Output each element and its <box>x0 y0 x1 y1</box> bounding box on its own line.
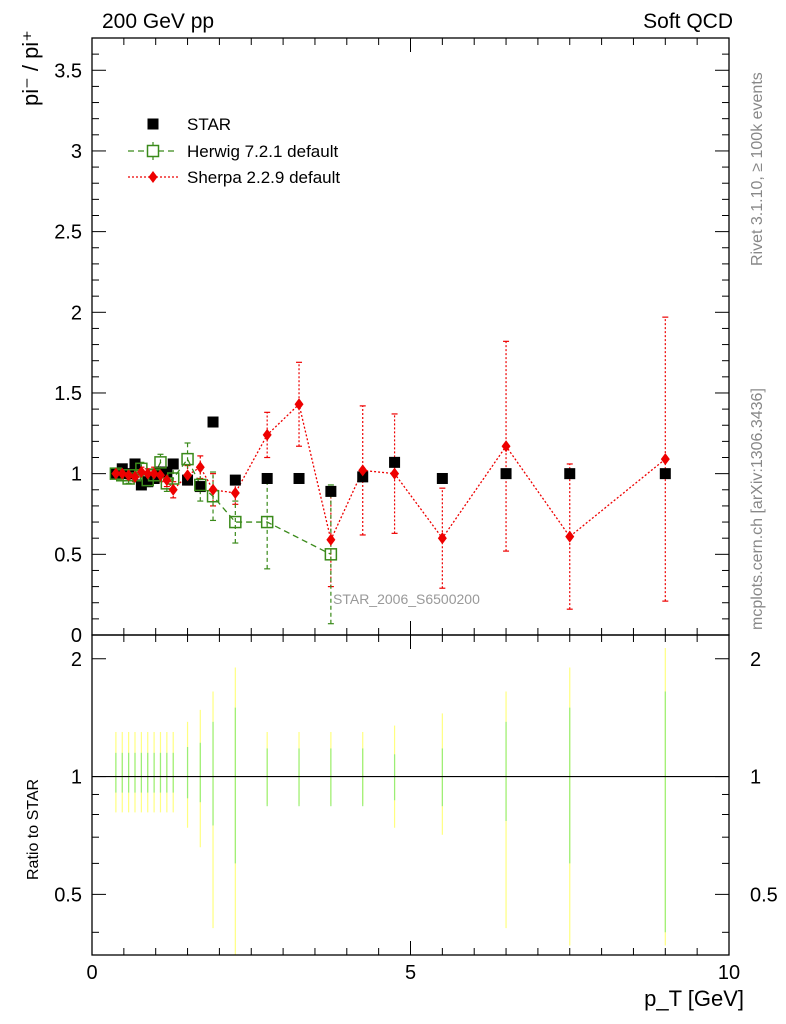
y-tick-label: 0 <box>71 625 82 647</box>
herwig-point <box>181 452 194 466</box>
sherpa-point <box>262 428 272 441</box>
y-tick-label-left: 0.5 <box>54 884 82 906</box>
herwig-point <box>229 515 242 529</box>
star-point <box>167 458 179 470</box>
y-tick-label-right: 1 <box>750 767 761 789</box>
herwig-point <box>154 456 167 469</box>
legend-herwig-marker <box>146 144 160 158</box>
star-point <box>500 468 512 480</box>
side-label-mcplots: mcplots.cern.ch [arXiv:1306.3436] <box>749 388 766 630</box>
star-point <box>261 472 273 484</box>
sherpa-point <box>437 532 447 545</box>
legend-label: Sherpa 2.2.9 default <box>187 168 340 187</box>
y-tick-label: 2.5 <box>54 222 82 244</box>
sherpa-line <box>115 403 666 542</box>
x-tick-label: 5 <box>405 962 416 984</box>
y-tick-label-right: 2 <box>750 649 761 671</box>
sherpa-point <box>155 469 165 482</box>
header-right: Soft QCD <box>643 10 733 33</box>
sherpa-point <box>111 467 121 480</box>
sherpa-point <box>117 467 127 480</box>
y-tick-label-left: 2 <box>71 649 82 671</box>
main-panel: 0 0.5 1 1.5 2 2.5 3 3.5 <box>54 37 730 649</box>
side-label-rivet: Rivet 3.1.10, ≥ 100k events <box>749 72 766 266</box>
sherpa-point <box>136 466 146 479</box>
star-point <box>436 472 448 484</box>
sherpa-point <box>168 483 178 496</box>
main-ylabel: pi⁻ / pi⁺ <box>18 30 43 106</box>
star-point <box>325 485 337 497</box>
sherpa-point <box>326 533 336 546</box>
y-tick-label-right: 0.5 <box>750 884 778 906</box>
star-point <box>135 479 147 491</box>
sherpa-point <box>149 467 159 480</box>
herwig-line <box>115 457 332 555</box>
ratio-ylabel: Ratio to STAR <box>25 779 42 880</box>
y-tick-label: 1 <box>71 464 82 486</box>
ratio-panel: 0 5 10 0.5 0.5 1 1 2 2 <box>54 634 778 984</box>
sherpa-point <box>501 440 511 453</box>
y-tick-label: 3 <box>71 141 82 163</box>
sherpa-point <box>195 461 205 474</box>
y-tick-label: 2 <box>71 302 82 324</box>
sherpa-point <box>230 487 240 500</box>
star-point <box>357 471 369 483</box>
x-axis-label: p_T [GeV] <box>644 986 744 1011</box>
sherpa-point <box>358 464 368 477</box>
y-tick-label: 0.5 <box>54 544 82 566</box>
y-tick-label-left: 1 <box>71 767 82 789</box>
legend-star-marker <box>147 118 159 130</box>
sherpa-point <box>660 453 670 466</box>
star-point <box>142 476 154 488</box>
sherpa-point <box>183 469 193 482</box>
sherpa-point <box>130 470 140 483</box>
header-left: 200 GeV pp <box>102 10 214 33</box>
star-point <box>161 466 173 478</box>
sherpa-point <box>162 474 172 487</box>
sherpa-point <box>124 469 134 482</box>
analysis-id-label: STAR_2006_S6500200 <box>333 591 480 607</box>
legend-label: Herwig 7.2.1 default <box>187 142 338 161</box>
star-point <box>564 468 576 480</box>
star-point <box>389 456 401 468</box>
star-point <box>293 472 305 484</box>
herwig-point <box>324 548 338 561</box>
herwig-point <box>194 478 207 492</box>
star-point <box>659 468 671 480</box>
herwig-point <box>260 515 274 529</box>
sherpa-point <box>294 398 304 411</box>
legend-sherpa-marker <box>148 171 158 183</box>
sherpa-point <box>390 467 400 480</box>
star-point <box>194 481 206 493</box>
sherpa-point <box>565 530 575 543</box>
y-tick-label: 1.5 <box>54 383 82 405</box>
sherpa-point <box>208 483 218 496</box>
x-tick-label: 0 <box>86 962 97 984</box>
sherpa-point <box>143 467 153 480</box>
star-point <box>129 458 141 470</box>
star-point <box>229 474 241 486</box>
legend-label: STAR <box>187 115 231 134</box>
legend: STAR Herwig 7.2.1 default Sherpa 2.2.9 def… <box>128 115 340 187</box>
star-point <box>207 416 219 428</box>
x-tick-label: 10 <box>718 962 740 984</box>
y-tick-label: 3.5 <box>54 60 82 82</box>
